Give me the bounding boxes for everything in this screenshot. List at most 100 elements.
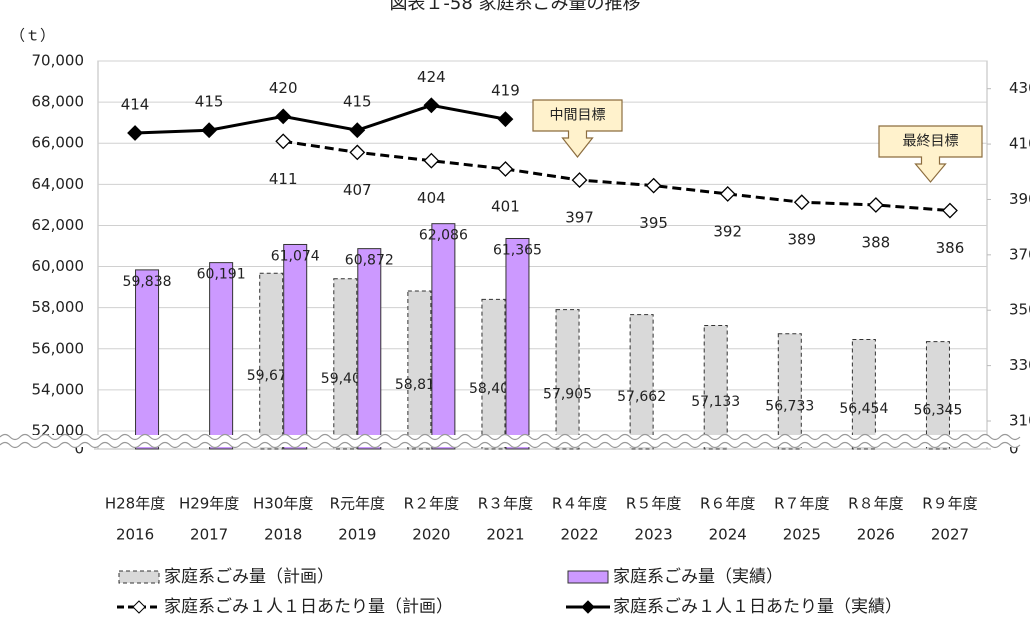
x-year-label: 2023 <box>635 526 673 544</box>
x-year-label: 2024 <box>709 526 747 544</box>
bar <box>555 309 580 450</box>
marker <box>349 122 366 139</box>
y-tick-label: 54,000 <box>32 380 85 398</box>
legend-label: 家庭系ごみ１人１日あたり量（実績） <box>613 597 902 617</box>
x-tick-label: R８年度 <box>848 495 903 513</box>
x-tick-label: H29年度 <box>179 495 239 513</box>
y-tick-label: 64,000 <box>32 175 85 193</box>
callout <box>878 125 983 183</box>
legend-marker <box>581 600 595 614</box>
x-year-label: 2016 <box>116 526 154 544</box>
x-tick-label: R７年度 <box>774 495 829 513</box>
y-tick-label: 68,000 <box>32 93 85 111</box>
x-tick-label: R３年度 <box>478 495 533 513</box>
legend-swatch <box>118 570 160 584</box>
bar <box>505 237 530 450</box>
data-label: 56,345 <box>913 402 962 418</box>
data-label: 401 <box>491 198 520 216</box>
data-label: 62,086 <box>419 228 468 244</box>
bar <box>357 248 382 450</box>
marker <box>423 152 440 169</box>
marker <box>942 202 958 219</box>
legend-label: 家庭系ごみ１人１日あたり量（計画） <box>164 597 453 617</box>
data-label: 56,733 <box>765 398 814 414</box>
legend-label: 家庭系ごみ量（実績） <box>613 567 783 587</box>
x-year-label: 2020 <box>412 526 450 544</box>
y2-tick-label: 310 <box>1009 412 1030 430</box>
data-label: 414 <box>121 96 150 114</box>
data-label: 388 <box>862 234 891 252</box>
legend-marker <box>132 600 146 614</box>
y-tick-label: 0 <box>74 440 84 458</box>
y-tick-label: 58,000 <box>32 298 85 316</box>
x-year-label: 2018 <box>264 526 302 544</box>
data-label: 57,905 <box>543 386 592 402</box>
axis-break <box>0 435 1030 447</box>
x-year-label: 2021 <box>486 526 524 544</box>
marker <box>571 172 588 188</box>
data-label: 60,191 <box>197 267 246 283</box>
bar <box>407 290 432 450</box>
data-label: 397 <box>565 209 594 227</box>
bar <box>333 278 358 450</box>
bar <box>703 324 728 450</box>
data-label: 57,133 <box>691 394 740 410</box>
x-tick-label: R５年度 <box>626 495 681 513</box>
x-year-label: 2027 <box>931 526 969 544</box>
y-tick-label: 56,000 <box>32 339 85 357</box>
y2-tick-label: 370 <box>1009 245 1030 263</box>
marker <box>497 161 514 177</box>
y2-tick-label: 0 <box>1009 440 1019 458</box>
marker <box>275 133 292 150</box>
x-tick-label: R元年度 <box>330 495 385 513</box>
axis-break-line <box>0 441 1021 449</box>
x-tick-label: R６年度 <box>700 495 755 513</box>
marker <box>127 125 143 141</box>
y-tick-label: 60,000 <box>32 257 85 275</box>
marker <box>497 111 514 128</box>
bar <box>925 341 950 450</box>
y2-tick-label: 430 <box>1009 79 1030 97</box>
data-label: 395 <box>639 214 668 232</box>
axis-break-line <box>0 433 1021 441</box>
data-label: 404 <box>417 189 446 207</box>
x-year-label: 2026 <box>857 526 895 544</box>
x-tick-label: R２年度 <box>404 495 459 513</box>
bar <box>851 338 876 450</box>
data-label: 420 <box>269 79 298 97</box>
bar <box>481 298 506 450</box>
data-label: 61,365 <box>493 242 542 258</box>
data-label: 60,872 <box>345 253 394 269</box>
x-tick-label: H30年度 <box>253 495 313 513</box>
bar <box>777 333 802 450</box>
marker <box>793 194 810 211</box>
line <box>134 103 506 135</box>
data-label: 392 <box>713 222 742 240</box>
marker <box>867 197 884 213</box>
x-year-label: 2017 <box>190 526 228 544</box>
marker <box>275 108 292 125</box>
y-tick-label: 62,000 <box>32 216 85 234</box>
x-tick-label: R９年度 <box>922 495 977 513</box>
legend-swatch <box>567 570 609 584</box>
x-year-label: 2025 <box>783 526 821 544</box>
marker <box>719 186 736 202</box>
bar <box>283 243 308 450</box>
callout <box>532 99 623 158</box>
x-tick-label: R４年度 <box>552 495 607 513</box>
data-label: 56,454 <box>839 401 888 417</box>
data-label: 389 <box>787 231 816 249</box>
data-label: 59,838 <box>123 274 172 290</box>
y2-tick-label: 350 <box>1009 301 1030 319</box>
marker <box>349 144 366 161</box>
data-label: 411 <box>269 170 298 188</box>
annotation: 中間目標 <box>550 108 606 124</box>
bar <box>629 314 654 450</box>
bar <box>431 223 456 450</box>
bar <box>259 272 284 450</box>
line <box>282 139 951 213</box>
marker <box>423 97 440 114</box>
data-label: 61,074 <box>271 248 320 264</box>
